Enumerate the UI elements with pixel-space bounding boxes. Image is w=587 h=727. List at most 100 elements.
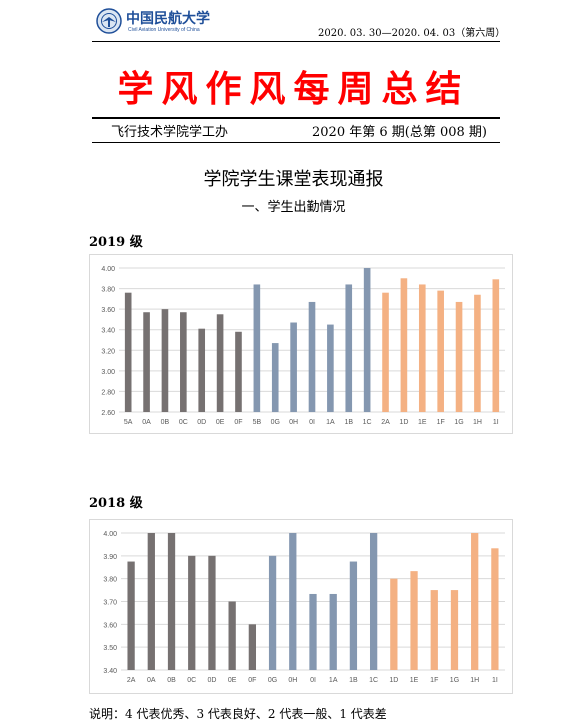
bar <box>455 301 463 412</box>
university-name-cn: 中国民航大学 <box>126 11 210 27</box>
x-tick-label: 1E <box>418 419 427 426</box>
x-tick-label: 1C <box>369 677 378 684</box>
university-emblem-icon <box>96 8 122 34</box>
bar <box>437 290 444 412</box>
x-tick-label: 0H <box>288 677 297 684</box>
x-tick-label: 0E <box>228 677 237 684</box>
bar <box>167 533 176 670</box>
x-tick-label: 0B <box>167 677 176 684</box>
x-tick-label: 0D <box>207 677 216 684</box>
y-tick-label: 4.00 <box>101 266 115 273</box>
x-tick-label: 0B <box>161 419 170 426</box>
section-title: 学院学生课堂表现通报 <box>203 169 384 190</box>
attendance-chart-2019: 4.00 3.80 3.60 3.40 3.20 3.00 2.80 2.60 5A 0A 0B 0C… <box>89 254 513 434</box>
x-tick-label: 1H <box>470 677 479 684</box>
bar <box>430 590 438 670</box>
bar <box>235 331 242 412</box>
x-tick-label: 1G <box>454 419 463 426</box>
bar <box>268 555 277 670</box>
header-divider <box>92 41 500 42</box>
bar <box>161 309 169 412</box>
x-tick-label: 0I <box>309 419 315 426</box>
x-tick-label: 1B <box>349 677 358 684</box>
bar <box>390 578 398 670</box>
bar <box>308 301 316 412</box>
x-tick-label: 1D <box>389 677 398 684</box>
grade-label-2018: 2018 级 <box>89 496 143 511</box>
y-tick-label: 3.80 <box>101 287 115 294</box>
x-tick-label: 0A <box>147 677 156 684</box>
y-tick-label: 3.40 <box>103 668 117 675</box>
x-tick-label: 2A <box>381 419 390 426</box>
bar <box>124 292 132 412</box>
bar <box>309 593 317 670</box>
bar <box>491 548 499 670</box>
bar <box>418 284 426 412</box>
x-tick-label: 0I <box>310 677 316 684</box>
bar <box>492 279 500 412</box>
bar <box>363 268 371 412</box>
bar <box>228 601 236 670</box>
subsection-title: 一、学生出勤情况 <box>241 200 346 215</box>
bar <box>471 533 479 670</box>
y-tick-label: 4.00 <box>103 531 117 538</box>
bar <box>253 284 261 412</box>
x-tick-label: 1I <box>493 419 499 426</box>
y-tick-label: 3.90 <box>103 554 117 561</box>
x-tick-label: 0F <box>234 419 242 426</box>
y-tick-label: 3.80 <box>103 577 117 584</box>
bar <box>410 571 418 670</box>
bar <box>271 343 279 412</box>
department-label: 飞行技术学院学工办 <box>111 125 229 140</box>
title-rule-bottom <box>92 142 500 143</box>
footer-note: 说明：4 代表优秀、3 代表良好、2 代表一般、1 代表差 <box>89 707 387 721</box>
x-tick-label: 1A <box>326 419 335 426</box>
bar <box>188 555 196 670</box>
bar <box>290 322 297 412</box>
x-tick-label: 1B <box>344 419 353 426</box>
chart-frame <box>89 254 513 434</box>
x-tick-label: 1G <box>450 677 459 684</box>
bar <box>180 312 187 412</box>
header-date-range: 2020. 03. 30—2020. 04. 03（第六周） <box>318 28 506 39</box>
bar <box>289 533 297 670</box>
bar <box>208 555 216 670</box>
x-tick-label: 1A <box>329 677 338 684</box>
x-tick-label: 1E <box>410 677 419 684</box>
x-tick-label: 0E <box>216 419 225 426</box>
bar <box>349 561 358 670</box>
bar <box>382 292 389 412</box>
x-tick-label: 1F <box>430 677 438 684</box>
y-tick-label: 3.20 <box>101 348 115 355</box>
bar <box>345 284 353 412</box>
y-tick-label: 2.80 <box>101 389 115 396</box>
y-tick-label: 3.40 <box>101 328 115 335</box>
x-tick-label: 2A <box>127 677 136 684</box>
bar <box>329 593 337 670</box>
bar <box>400 278 408 412</box>
issue-label: 2020 年第 6 期(总第 008 期) <box>312 125 487 140</box>
bar <box>147 533 155 670</box>
y-tick-label: 3.00 <box>101 369 115 376</box>
main-title: 学风作风每周总结 <box>117 68 470 110</box>
x-tick-label: 0D <box>197 419 206 426</box>
bar <box>450 590 459 670</box>
x-tick-label: 1I <box>492 677 498 684</box>
y-tick-label: 3.70 <box>103 600 117 607</box>
bar <box>369 533 378 670</box>
y-tick-label: 3.60 <box>101 307 115 314</box>
x-tick-label: 1H <box>473 419 482 426</box>
x-tick-label: 1C <box>363 419 372 426</box>
grade-label-2019: 2019 级 <box>89 235 143 250</box>
x-tick-label: 1D <box>399 419 408 426</box>
bar <box>143 312 150 412</box>
bar <box>474 294 481 412</box>
x-tick-label: 1F <box>437 419 445 426</box>
y-tick-label: 3.50 <box>103 645 117 652</box>
x-tick-label: 0C <box>187 677 196 684</box>
university-name-en: Civil Aviation University of China <box>128 27 200 33</box>
bar <box>327 324 334 412</box>
bar <box>127 561 135 670</box>
title-rule-top <box>92 117 500 119</box>
x-tick-label: 0F <box>248 677 256 684</box>
